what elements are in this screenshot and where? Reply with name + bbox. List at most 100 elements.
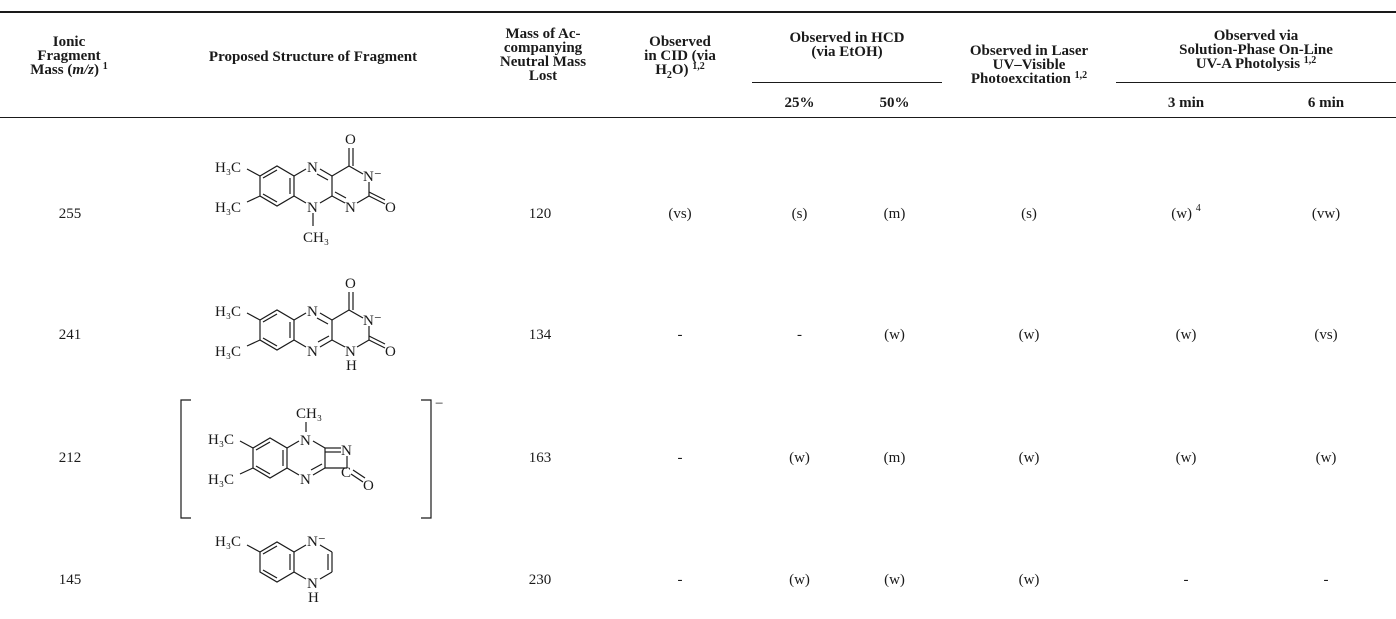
- bond: [246, 195, 261, 203]
- benzene-ring: [259, 309, 295, 351]
- bond: [356, 339, 370, 348]
- row-3-hcd50: (m): [883, 450, 906, 466]
- structure-241: H₃C H₃C N N N H N⁻ O O: [215, 278, 396, 374]
- label-n: N: [307, 160, 318, 176]
- label-n: N: [341, 443, 352, 459]
- bond: [319, 195, 333, 204]
- label-c: C: [341, 465, 351, 481]
- label-ch3: CH₃: [296, 406, 322, 422]
- bond: [293, 544, 307, 553]
- label-o: O: [385, 344, 396, 360]
- header-hcd-25: 25%: [784, 95, 815, 111]
- bond: [319, 339, 333, 348]
- bond: [319, 312, 333, 321]
- bond: [310, 463, 323, 471]
- bond: [368, 191, 386, 201]
- bond: [319, 168, 333, 177]
- bond: [246, 544, 261, 553]
- row-3-p6: (w): [1315, 450, 1337, 466]
- label-charge: −: [435, 396, 443, 412]
- bond: [312, 467, 326, 476]
- row-1-cid: (vs): [668, 206, 692, 222]
- row-2-laser: (w): [1018, 327, 1040, 343]
- photolysis-subheader-rule: [1116, 82, 1396, 83]
- label-h3c: H₃C: [215, 534, 241, 550]
- label-o: O: [363, 478, 374, 494]
- bond: [317, 335, 330, 343]
- row-4-cid: -: [677, 572, 683, 588]
- benzene-ring: [259, 541, 295, 583]
- bond: [316, 317, 329, 325]
- bond: [348, 165, 364, 175]
- header-structure: Proposed Structure of Fragment: [208, 49, 418, 65]
- bond: [368, 195, 386, 205]
- label-n-minus: N⁻: [307, 534, 326, 550]
- bond: [246, 312, 261, 321]
- bond: [255, 441, 271, 451]
- bond: [356, 195, 370, 204]
- bond: [293, 195, 307, 204]
- row-4-laser: (w): [1018, 572, 1040, 588]
- row-1-p3: (w) 4: [1171, 203, 1201, 222]
- label-ch3: CH₃: [303, 230, 329, 246]
- header-ionic-mass: Ionic Fragment Mass (m/z) 1: [30, 34, 108, 78]
- bond: [262, 545, 278, 555]
- row-2-hcd50: (w): [884, 327, 905, 343]
- bond: [348, 309, 364, 319]
- bond: [286, 440, 300, 449]
- bond: [368, 339, 386, 349]
- bond: [334, 191, 347, 199]
- bond: [262, 169, 278, 179]
- bond: [262, 313, 278, 323]
- label-h: H: [346, 358, 357, 374]
- row-1-mass: 255: [58, 206, 82, 222]
- bond: [350, 473, 364, 483]
- row-3-neutral: 163: [528, 450, 552, 466]
- label-n: N: [307, 304, 318, 320]
- bond: [316, 173, 329, 181]
- row-3-cid: -: [677, 450, 683, 466]
- bond: [262, 337, 278, 347]
- row-4-hcd50: (w): [884, 572, 905, 588]
- label-h3c: H₃C: [215, 160, 241, 176]
- row-3-p3: (w): [1175, 450, 1197, 466]
- label-h3c: H₃C: [215, 344, 241, 360]
- bond: [286, 467, 300, 476]
- bond: [246, 339, 261, 347]
- label-n: N: [345, 344, 356, 360]
- header-cid: Observed in CID (via H2O) 1,2: [644, 34, 716, 82]
- row-2-hcd25: -: [797, 327, 802, 343]
- header-neutral-mass: Mass of Ac- companying Neutral Mass Lost: [499, 26, 587, 84]
- label-o: O: [345, 132, 356, 148]
- row-1-neutral: 120: [528, 206, 552, 222]
- bond: [293, 339, 307, 348]
- row-3-hcd25: (w): [789, 450, 810, 466]
- row-2-p6: (vs): [1314, 327, 1338, 343]
- bond: [319, 571, 333, 580]
- label-n: N: [345, 200, 356, 216]
- header-hcd: Observed in HCD (via EtOH): [789, 30, 905, 60]
- row-4-mass: 145: [58, 572, 82, 588]
- bond: [293, 168, 307, 177]
- structure-212: − H₃C H₃C N N N C O CH₃: [180, 396, 443, 519]
- label-h3c: H₃C: [215, 304, 241, 320]
- right-bracket: [421, 399, 432, 519]
- left-bracket: [180, 399, 191, 519]
- label-h: H: [308, 590, 319, 606]
- label-h3c: H₃C: [215, 200, 241, 216]
- bond: [262, 569, 278, 579]
- structure-145: H₃C N⁻ N H: [215, 534, 333, 606]
- header-photolysis: Observed via Solution-Phase On-Line UV-A…: [1179, 28, 1333, 72]
- bond: [312, 440, 326, 449]
- bond: [331, 165, 350, 177]
- label-n: N: [300, 472, 311, 488]
- bond: [239, 467, 254, 475]
- header-hcd-50: 50%: [879, 95, 910, 111]
- row-1-laser: (s): [1021, 206, 1037, 222]
- label-n-minus: N⁻: [363, 169, 382, 185]
- bond: [331, 309, 350, 321]
- header-photolysis-6min: 6 min: [1307, 95, 1345, 111]
- bond: [293, 571, 307, 580]
- row-2-cid: -: [677, 327, 683, 343]
- top-rule: [0, 11, 1396, 13]
